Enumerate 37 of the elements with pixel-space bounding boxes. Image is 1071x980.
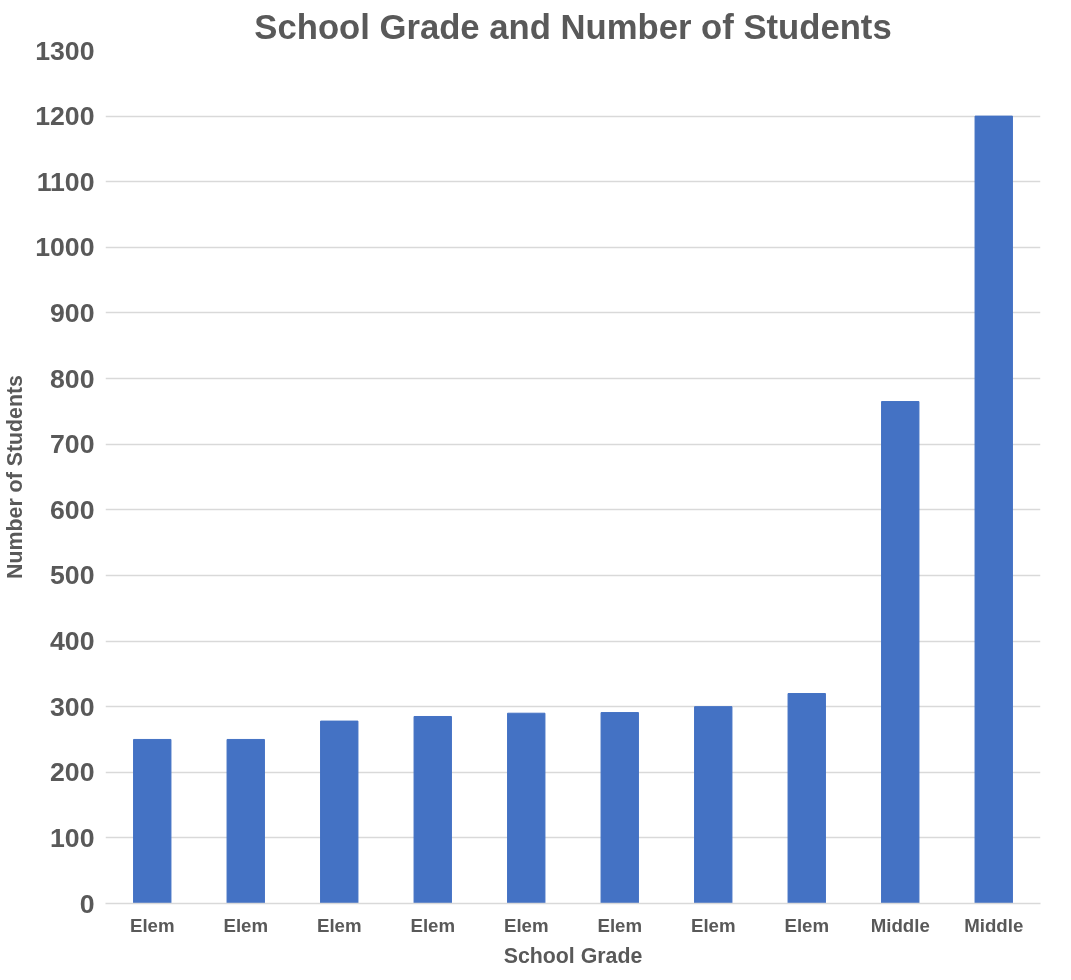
y-tick-label: 800 bbox=[50, 363, 95, 394]
y-tick-label: 1000 bbox=[35, 232, 95, 263]
y-tick-label: 400 bbox=[50, 626, 95, 657]
bar bbox=[226, 738, 265, 904]
x-tick-label: Elem bbox=[503, 914, 549, 936]
x-tick-label: Elem bbox=[410, 914, 456, 936]
y-axis-title: Number of Students bbox=[3, 375, 28, 579]
y-tick-label: 600 bbox=[50, 494, 95, 525]
y-tick-label: 1200 bbox=[35, 101, 95, 132]
bar bbox=[974, 115, 1013, 904]
chart-title: School Grade and Number of Students bbox=[254, 7, 892, 46]
x-tick-label: Elem bbox=[316, 914, 362, 936]
x-tick-label: Elem bbox=[597, 914, 643, 936]
bar bbox=[320, 720, 359, 904]
bar bbox=[881, 401, 920, 904]
y-tick-label: 200 bbox=[50, 757, 95, 788]
bar bbox=[507, 712, 546, 904]
x-tick-label: Elem bbox=[784, 914, 830, 936]
y-tick-label: 100 bbox=[50, 822, 95, 853]
y-tick-label: 700 bbox=[50, 429, 95, 460]
bar bbox=[787, 693, 826, 904]
bar bbox=[413, 716, 452, 904]
x-tick-label: Elem bbox=[129, 914, 175, 936]
x-axis-title: School Grade bbox=[503, 943, 643, 968]
y-tick-label: 900 bbox=[50, 297, 95, 328]
y-tick-label: 1300 bbox=[35, 35, 95, 66]
y-tick-label: 500 bbox=[50, 560, 95, 591]
x-tick-label: Middle bbox=[964, 914, 1024, 936]
x-tick-label: Elem bbox=[223, 914, 269, 936]
bar bbox=[600, 712, 639, 904]
x-tick-label: Elem bbox=[690, 914, 736, 936]
y-tick-label: 300 bbox=[50, 691, 95, 722]
y-tick-label: 1100 bbox=[36, 166, 95, 197]
bar bbox=[694, 706, 733, 904]
y-tick-label: 0 bbox=[79, 888, 95, 919]
x-tick-label: Middle bbox=[870, 914, 930, 936]
bar bbox=[133, 738, 172, 904]
